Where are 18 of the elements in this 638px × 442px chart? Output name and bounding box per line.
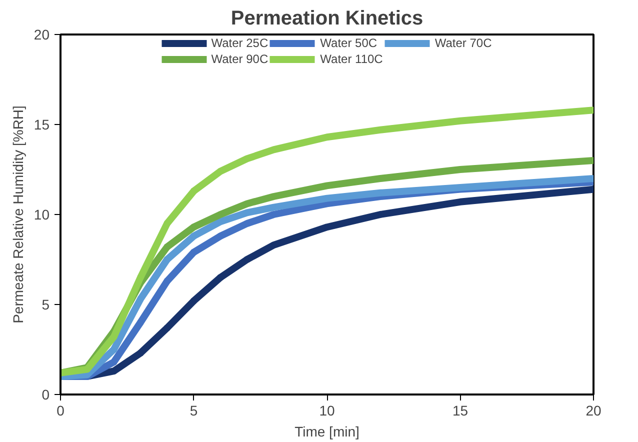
legend-label: Water 110C — [320, 52, 383, 66]
y-tick-label: 10 — [34, 206, 50, 222]
y-tick-label: 15 — [34, 116, 50, 132]
y-tick-label: 0 — [42, 386, 50, 402]
legend-label: Water 70C — [434, 36, 492, 50]
y-tick-label: 20 — [34, 26, 50, 42]
y-axis-title: Permeate Relative Humidity [%RH] — [10, 106, 26, 324]
legend-label: Water 25C — [211, 36, 268, 50]
x-tick-label: 15 — [452, 402, 468, 418]
x-tick-label: 0 — [56, 402, 65, 418]
chart-title: Permeation Kinetics — [230, 8, 424, 30]
legend-label: Water 50C — [320, 36, 378, 50]
y-tick-label: 5 — [42, 296, 50, 312]
x-tick-label: 5 — [190, 402, 198, 418]
x-tick-label: 20 — [586, 402, 602, 418]
x-tick-label: 10 — [319, 402, 335, 418]
legend-label: Water 90C — [211, 52, 268, 66]
x-axis-title: Time [min] — [294, 424, 360, 440]
